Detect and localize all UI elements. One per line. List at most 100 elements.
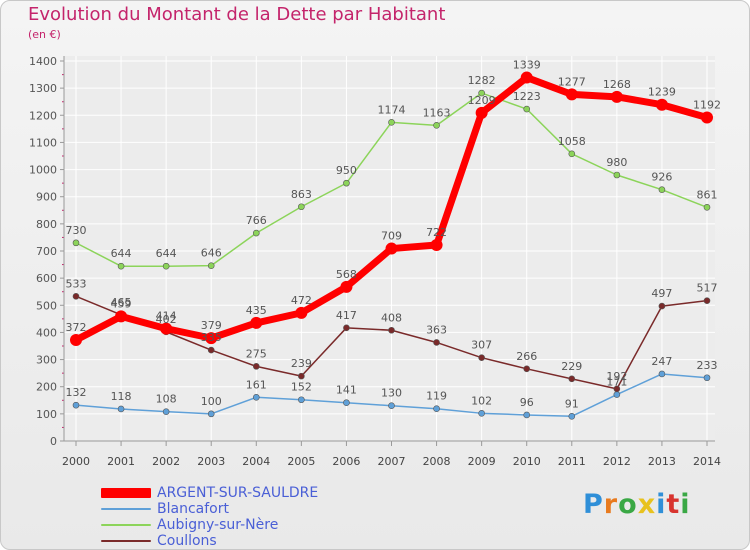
data-label: 152 [291,381,312,394]
data-label: 414 [156,310,177,323]
data-label: 132 [66,386,87,399]
data-point [252,393,260,401]
data-point [478,89,485,97]
y-tick-label: 1100 [29,136,57,149]
data-label: 766 [246,214,267,227]
data-label: 459 [111,297,132,310]
y-tick-label: 200 [36,381,57,394]
data-label: 1058 [558,135,586,148]
x-tick-label: 2000 [62,455,90,468]
x-tick-label: 2005 [287,455,315,468]
data-point [613,391,621,398]
data-point [250,316,263,329]
data-point [613,171,621,179]
data-label: 161 [246,378,267,391]
y-tick-label: 100 [36,408,57,421]
data-point [72,401,80,409]
x-tick-label: 2007 [378,455,406,468]
legend-swatch [101,488,151,498]
data-point [70,334,82,347]
data-point [523,365,531,373]
data-point [475,106,488,119]
data-label: 247 [651,355,672,368]
legend-label: Blancafort [157,501,229,517]
proxiti-logo: Proxiti [583,489,691,520]
legend-swatch [101,540,151,542]
logo-letter: i [680,489,691,520]
data-point [478,354,485,361]
data-point [701,111,713,124]
data-point [565,88,578,101]
data-label: 372 [66,321,87,334]
y-tick-label: 0 [50,435,57,448]
data-point [568,412,576,420]
data-point [568,375,576,383]
legend-swatch [101,508,151,510]
data-label: 108 [156,393,177,406]
logo-letter: r [603,489,619,520]
data-label: 1192 [693,98,721,111]
data-point [205,332,218,345]
legend-label: Aubigny-sur-Nère [157,517,279,533]
data-label: 644 [111,247,132,260]
data-point [703,374,711,382]
data-label: 1277 [558,75,586,88]
data-label: 363 [426,323,447,336]
data-point [343,179,350,187]
x-tick-label: 2009 [468,455,496,468]
data-point [117,262,125,270]
data-point [658,370,666,378]
data-label: 926 [651,171,672,184]
data-label: 863 [291,188,312,201]
data-label: 119 [426,390,447,403]
data-label: 465 [111,296,132,309]
legend-swatch [101,524,151,526]
data-point [610,90,623,103]
data-label: 1339 [513,59,541,72]
logo-letter: P [583,489,604,520]
data-point [72,239,80,247]
data-point [207,262,215,269]
data-label: 239 [291,357,312,370]
data-point [295,306,308,319]
logo-letter: i [656,489,667,520]
data-point [343,324,350,332]
data-point [433,339,440,346]
data-point [430,239,443,252]
data-point [658,302,666,310]
data-label: 118 [111,390,132,403]
data-point [655,98,668,111]
data-point [703,297,711,304]
legend-label: ARGENT-SUR-SAULDRE [157,485,319,501]
data-label: 646 [201,247,222,260]
data-label: 644 [156,247,177,260]
data-point [433,405,440,413]
data-point [207,346,215,354]
data-label: 417 [336,309,357,322]
data-point [520,71,533,84]
y-tick-label: 500 [36,299,57,312]
x-tick-label: 2003 [197,455,225,468]
y-tick-label: 800 [36,218,57,231]
legend-label: Coullons [157,533,217,549]
data-point [252,229,260,237]
data-label: 533 [66,277,87,290]
logo-letter: x [637,489,657,520]
data-point [115,310,128,323]
data-point [703,204,711,211]
y-tick-label: 1400 [29,55,57,68]
data-label: 435 [246,304,267,317]
chart-subtitle: (en €) [28,28,61,41]
x-tick-label: 2014 [693,455,721,468]
data-label: 275 [246,347,267,360]
data-label: 722 [426,226,447,239]
data-point [433,122,440,129]
data-point [523,411,531,419]
data-label: 266 [516,350,537,363]
data-label: 861 [697,188,718,201]
x-tick-label: 2010 [513,455,541,468]
x-tick-label: 2004 [242,455,270,468]
data-point [388,119,395,126]
data-label: 141 [336,384,357,397]
